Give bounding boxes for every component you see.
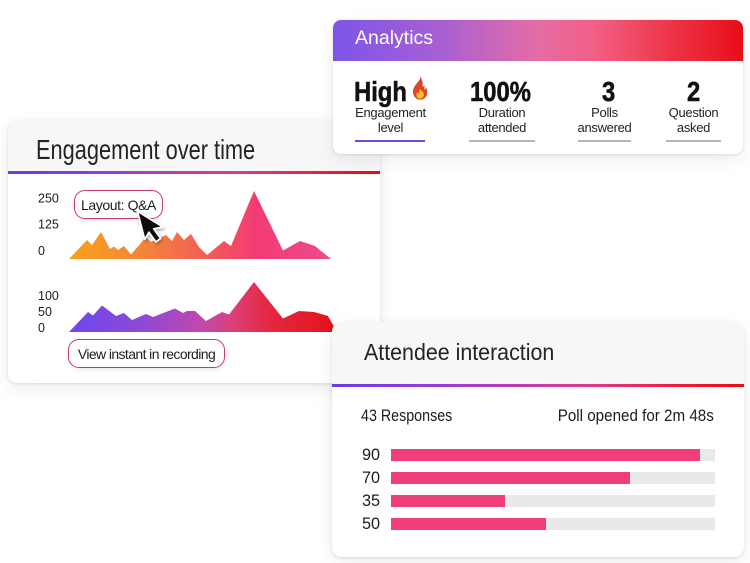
svg-text:125: 125 xyxy=(38,218,59,232)
svg-text:250: 250 xyxy=(38,192,59,206)
svg-text:50: 50 xyxy=(38,305,52,319)
svg-text:100: 100 xyxy=(38,289,59,303)
svg-text:0: 0 xyxy=(38,321,45,335)
svg-text:0: 0 xyxy=(38,244,45,258)
